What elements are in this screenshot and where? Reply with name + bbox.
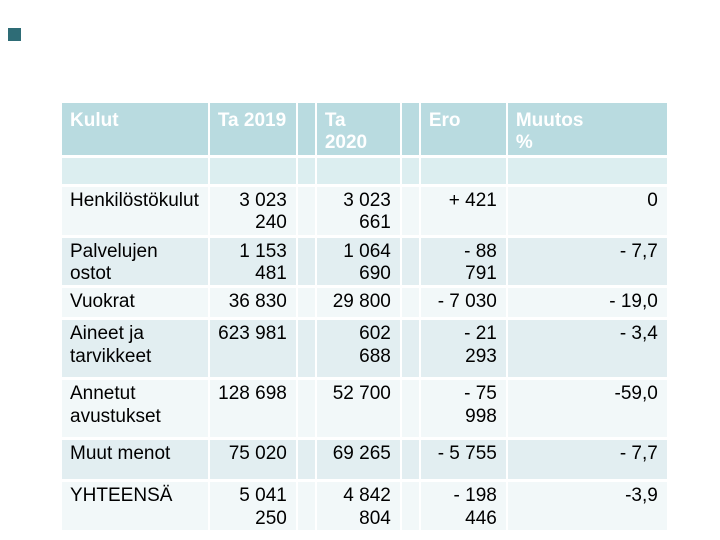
table-row: Palvelujen ostot 1 153 481 1 064 690 - 8…	[62, 237, 667, 286]
cell-ta2020: 69 265	[316, 440, 400, 480]
cell-spacer	[401, 288, 419, 318]
cell-ta2020: 3 023 661	[316, 186, 400, 235]
cell-ta2019: 128 698	[209, 380, 296, 438]
cell-spacer	[401, 440, 419, 480]
cell-ta2019: 1 153 481	[209, 237, 296, 286]
spacer-cell	[507, 157, 667, 184]
budget-table: Kulut Ta 2019 Ta 2020 Ero Muutos % Henki…	[60, 100, 669, 533]
cell-ta2020: 52 700	[316, 380, 400, 438]
cell-muutos: -59,0	[507, 380, 667, 438]
spacer-cell	[401, 157, 419, 184]
cell-spacer	[401, 482, 419, 531]
spacer-cell	[420, 157, 506, 184]
header-muutos: Muutos %	[507, 103, 667, 155]
spacer-cell	[316, 157, 400, 184]
cell-label: Henkilöstökulut	[62, 186, 208, 235]
cell-label: Annetut avustukset	[62, 380, 208, 438]
table-row: Henkilöstökulut 3 023 240 3 023 661 + 42…	[62, 186, 667, 235]
header-kulut: Kulut	[62, 103, 208, 155]
cell-spacer	[297, 186, 315, 235]
header-ta2019: Ta 2019	[209, 103, 296, 155]
table-row: Aineet ja tarvikkeet 623 981 602 688 - 2…	[62, 320, 667, 378]
header-ero: Ero	[420, 103, 506, 155]
cell-muutos: - 7,7	[507, 440, 667, 480]
cell-ta2019: 36 830	[209, 288, 296, 318]
cell-spacer	[401, 237, 419, 286]
cell-ero: - 75 998	[420, 380, 506, 438]
cell-muutos: - 7,7	[507, 237, 667, 286]
cell-spacer	[401, 320, 419, 378]
cell-spacer	[401, 186, 419, 235]
cell-spacer	[297, 320, 315, 378]
header-spacer	[297, 103, 315, 155]
cell-ta2020: 4 842 804	[316, 482, 400, 531]
cell-label: Muut menot	[62, 440, 208, 480]
cell-muutos: - 19,0	[507, 288, 667, 318]
slide-accent-square	[8, 28, 21, 41]
cell-spacer	[297, 482, 315, 531]
table-header-row: Kulut Ta 2019 Ta 2020 Ero Muutos %	[62, 103, 667, 155]
cell-spacer	[297, 237, 315, 286]
cell-ero: - 7 030	[420, 288, 506, 318]
spacer-cell	[297, 157, 315, 184]
cell-ta2019: 5 041 250	[209, 482, 296, 531]
cell-ero: - 5 755	[420, 440, 506, 480]
cell-ta2020: 1 064 690	[316, 237, 400, 286]
cell-muutos: -3,9	[507, 482, 667, 531]
cell-ta2020: 602 688	[316, 320, 400, 378]
cell-label: YHTEENSÄ	[62, 482, 208, 531]
cell-ero: - 21 293	[420, 320, 506, 378]
header-ta2020: Ta 2020	[316, 103, 400, 155]
cell-label: Palvelujen ostot	[62, 237, 208, 286]
cell-muutos: - 3,4	[507, 320, 667, 378]
cell-spacer	[297, 288, 315, 318]
table-row: Muut menot 75 020 69 265 - 5 755 - 7,7	[62, 440, 667, 480]
spacer-cell	[62, 157, 208, 184]
spacer-cell	[209, 157, 296, 184]
cell-label: Aineet ja tarvikkeet	[62, 320, 208, 378]
header-spacer	[401, 103, 419, 155]
cell-spacer	[401, 380, 419, 438]
empty-spacer-row	[62, 157, 667, 184]
cell-ta2019: 3 023 240	[209, 186, 296, 235]
cell-muutos: 0	[507, 186, 667, 235]
cell-ero: - 198 446	[420, 482, 506, 531]
cell-label: Vuokrat	[62, 288, 208, 318]
cell-ero: + 421	[420, 186, 506, 235]
cell-ta2019: 623 981	[209, 320, 296, 378]
cell-spacer	[297, 380, 315, 438]
table-row-total: YHTEENSÄ 5 041 250 4 842 804 - 198 446 -…	[62, 482, 667, 531]
cell-ta2020: 29 800	[316, 288, 400, 318]
header-muutos-label: Muutos %	[515, 110, 584, 154]
cell-ero: - 88 791	[420, 237, 506, 286]
table-row: Annetut avustukset 128 698 52 700 - 75 9…	[62, 380, 667, 438]
cell-ta2019: 75 020	[209, 440, 296, 480]
table-row: Vuokrat 36 830 29 800 - 7 030 - 19,0	[62, 288, 667, 318]
cell-spacer	[297, 440, 315, 480]
